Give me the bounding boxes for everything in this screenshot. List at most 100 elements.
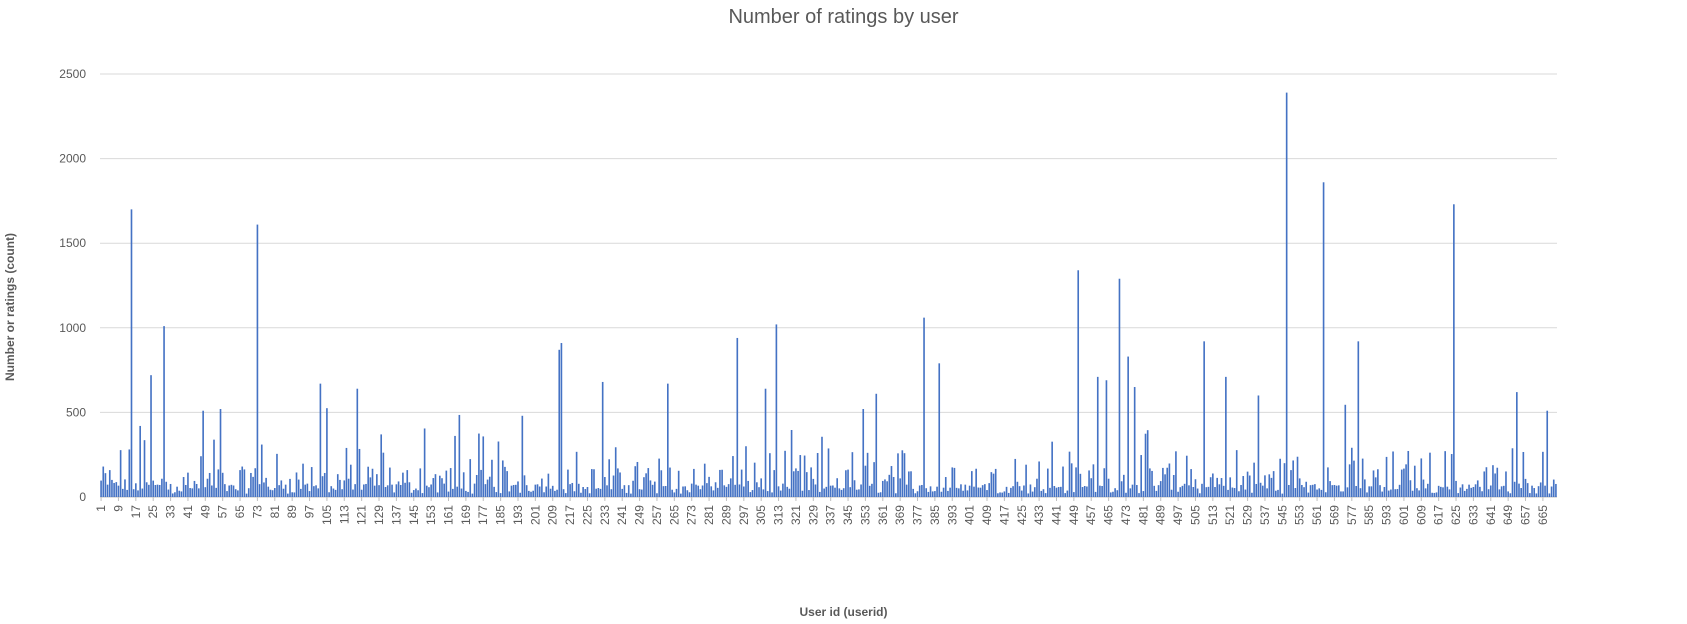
bar [703, 463, 706, 497]
bar [1092, 464, 1095, 497]
x-tick-label: 41 [181, 505, 195, 519]
bar [923, 317, 925, 497]
bar [1533, 488, 1536, 497]
bar [1201, 483, 1203, 497]
bar [1520, 488, 1522, 497]
bar [1142, 491, 1145, 497]
bar [1101, 486, 1103, 497]
bar [115, 482, 118, 497]
x-tick-label: 657 [1519, 505, 1533, 525]
bar [795, 468, 797, 497]
bar [287, 493, 289, 497]
bar [862, 409, 865, 497]
bar [445, 470, 448, 497]
bar [1505, 471, 1507, 497]
bar [1277, 489, 1279, 497]
bar [441, 478, 443, 497]
x-tick-label: 161 [442, 505, 456, 525]
bar [801, 490, 804, 497]
bar [475, 475, 478, 497]
bar [797, 470, 799, 497]
bar [1526, 483, 1529, 497]
x-axis-title: User id (userid) [799, 605, 888, 619]
bar [1507, 491, 1509, 497]
bar [868, 485, 871, 497]
bar [729, 478, 732, 497]
bar [436, 492, 439, 497]
bar [842, 488, 845, 497]
bar [567, 469, 569, 497]
bar [467, 491, 469, 497]
bar [858, 489, 860, 497]
bar [571, 482, 574, 497]
bar [456, 486, 459, 497]
x-tick-label: 425 [1015, 505, 1029, 525]
bar [1466, 488, 1468, 497]
bar [766, 491, 769, 497]
bar [682, 486, 684, 497]
bar [777, 486, 780, 497]
bar [221, 472, 224, 497]
bar [608, 459, 611, 497]
bar [840, 489, 843, 497]
bar [675, 488, 678, 497]
bar [167, 489, 170, 497]
x-tick-label: 9 [111, 505, 125, 512]
bar [202, 410, 204, 497]
bar [1368, 486, 1370, 497]
x-tick-label: 545 [1275, 505, 1289, 525]
bar [1424, 488, 1427, 497]
bar [695, 484, 697, 497]
bar [656, 493, 658, 497]
bar [1437, 485, 1440, 497]
bar [1524, 478, 1527, 497]
bar [510, 485, 513, 497]
bar [1429, 452, 1431, 497]
bar [1431, 492, 1433, 497]
x-tick-label: 169 [459, 505, 473, 525]
bar [997, 493, 999, 497]
bar [302, 463, 304, 497]
bar [352, 489, 354, 497]
bar [486, 479, 489, 497]
bar [367, 466, 369, 497]
bar [884, 479, 886, 497]
bar [816, 453, 819, 497]
bar [549, 488, 552, 497]
bar [1096, 376, 1099, 497]
bar [284, 484, 287, 497]
bar [1511, 448, 1514, 497]
bar [1183, 483, 1186, 497]
bar [1077, 270, 1080, 497]
bar [554, 490, 556, 497]
bar [680, 493, 682, 497]
bar [1383, 487, 1386, 497]
bar [406, 470, 409, 497]
bar [1075, 467, 1077, 497]
x-tick-label: 553 [1293, 505, 1307, 525]
bar [1470, 487, 1473, 497]
bar [1175, 451, 1177, 497]
bar [649, 480, 652, 497]
bar [723, 485, 726, 497]
bar [910, 471, 912, 497]
x-tick-label: 25 [146, 505, 160, 519]
bar [100, 480, 102, 497]
bar [569, 484, 571, 497]
bar [1064, 493, 1066, 497]
x-tick-label: 489 [1154, 505, 1168, 525]
bar [417, 490, 419, 497]
bar [951, 467, 954, 497]
x-tick-label: 217 [563, 505, 577, 525]
bar [1348, 464, 1351, 497]
bar [1049, 487, 1051, 497]
y-tick-label: 1500 [59, 236, 86, 250]
bar [1301, 484, 1303, 497]
bar [439, 475, 441, 497]
bar [295, 472, 298, 497]
bar [1149, 468, 1151, 497]
bar [506, 471, 508, 497]
bar [1357, 341, 1360, 497]
bar [1457, 493, 1460, 497]
bar [128, 449, 131, 497]
